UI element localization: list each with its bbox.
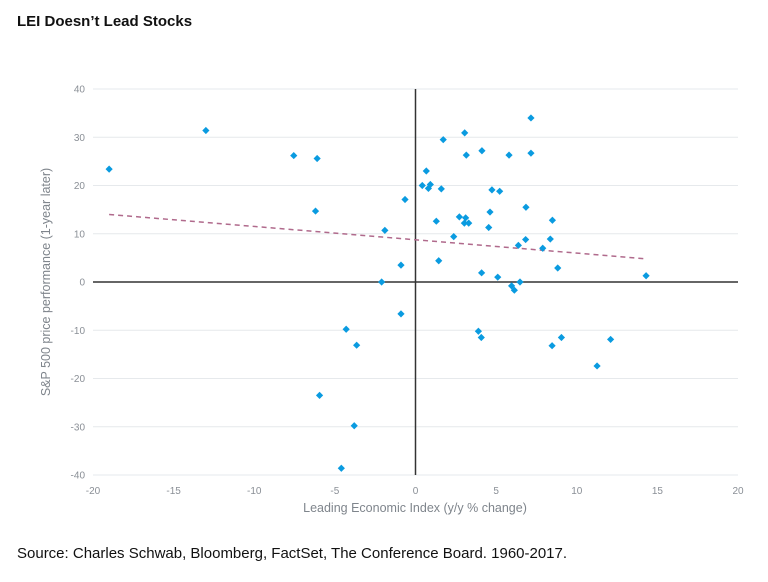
x-tick-label: 20 (732, 486, 744, 497)
x-tick-label: 0 (413, 486, 419, 497)
data-point (465, 219, 473, 227)
data-point (474, 327, 482, 335)
points-group (105, 114, 650, 472)
data-point (353, 341, 361, 349)
x-tick-label: 5 (493, 486, 499, 497)
data-point (522, 203, 530, 211)
y-tick-label: 40 (74, 85, 86, 96)
data-point (105, 165, 113, 173)
data-point (548, 216, 557, 224)
data-point (401, 195, 409, 204)
data-point (548, 342, 556, 350)
data-point (557, 333, 566, 342)
data-point (439, 136, 447, 144)
y-tick-label: -30 (71, 422, 86, 433)
data-point (486, 208, 494, 216)
axes (93, 89, 738, 475)
data-point (461, 129, 469, 137)
data-point (477, 333, 485, 342)
x-tick-label: -10 (247, 486, 262, 497)
trendline-group (109, 213, 647, 260)
data-point (450, 233, 458, 241)
data-point (460, 219, 468, 227)
x-tick-label: -20 (86, 486, 101, 497)
chart-title: LEI Doesn’t Lead Stocks (17, 13, 193, 30)
data-point (527, 149, 535, 157)
data-point (462, 151, 470, 159)
data-point (522, 235, 530, 244)
data-point (496, 187, 504, 195)
data-point (478, 269, 486, 277)
y-tick-label: -10 (71, 326, 86, 337)
source-note: Source: Charles Schwab, Bloomberg, FactS… (17, 545, 568, 562)
data-point (350, 422, 358, 430)
data-point (505, 151, 513, 159)
data-point (539, 244, 547, 252)
y-tick-label: -40 (71, 471, 86, 482)
data-point (546, 235, 554, 243)
y-tick-label: 20 (74, 181, 86, 192)
data-point (381, 226, 389, 234)
data-point (418, 181, 426, 190)
data-point (510, 286, 518, 294)
data-point (478, 147, 486, 155)
data-point (485, 223, 493, 232)
tick-labels: -40 -30 -20 -10 0 10 20 30 40 -20 -15 -10 -5 0 5 10 15 20 (71, 85, 744, 498)
y-tick-label: 30 (74, 133, 86, 144)
data-point (342, 325, 350, 333)
data-point (422, 167, 430, 175)
y-tick-label: -20 (71, 374, 86, 385)
data-point (424, 184, 432, 192)
data-point (593, 362, 601, 370)
data-point (378, 278, 386, 286)
y-axis-label: S&P 500 price performance (1-year later) (39, 168, 53, 396)
data-point (311, 207, 320, 215)
data-point (554, 264, 562, 272)
data-point (462, 214, 470, 222)
data-point (315, 391, 324, 399)
data-point (642, 272, 650, 280)
data-point (432, 217, 440, 225)
y-tick-label: 10 (74, 229, 86, 240)
data-point (435, 257, 443, 265)
data-point (437, 185, 445, 193)
data-point (397, 310, 405, 318)
data-point (514, 241, 522, 249)
data-point (397, 261, 405, 269)
x-tick-label: 10 (571, 486, 583, 497)
data-point (508, 282, 516, 290)
data-point (607, 335, 615, 344)
data-point (313, 154, 321, 163)
y-tick-label: 0 (79, 278, 85, 289)
x-tick-label: 15 (652, 486, 664, 497)
x-axis-label: Leading Economic Index (y/y % change) (303, 501, 527, 515)
data-point (516, 278, 524, 286)
data-point (290, 151, 298, 160)
data-point (337, 464, 345, 472)
x-tick-label: -5 (330, 486, 339, 497)
trendline (109, 213, 647, 260)
data-point (527, 114, 535, 122)
data-point (455, 213, 463, 221)
data-point (202, 126, 210, 135)
data-point (488, 186, 496, 194)
data-point (494, 273, 502, 281)
data-point (426, 180, 434, 189)
x-tick-label: -15 (166, 486, 181, 497)
